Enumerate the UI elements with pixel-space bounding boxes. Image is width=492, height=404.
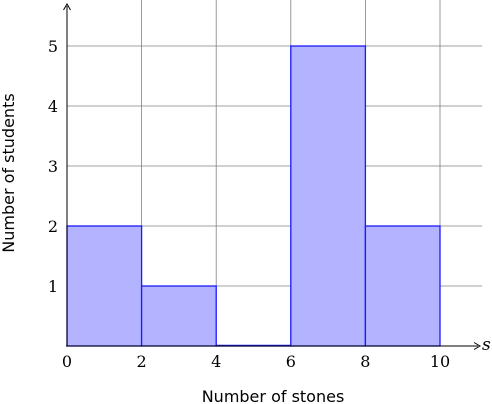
x-tick-label: 6 (286, 352, 296, 371)
y-tick-label: 1 (48, 277, 58, 296)
x-tick-label: 4 (211, 352, 221, 371)
y-axis-arrow-icon (63, 3, 71, 11)
y-tick-labels: 1 2 3 4 5 (48, 37, 58, 296)
y-tick-label: 4 (48, 97, 58, 116)
histogram-bar (290, 45, 367, 347)
x-axis-arrow-icon (473, 342, 481, 350)
histogram-bar (66, 225, 143, 347)
x-tick-label: 2 (137, 352, 147, 371)
x-axis-label: Number of stones (202, 387, 345, 404)
x-tick-label: 10 (430, 352, 450, 371)
axes (63, 3, 481, 350)
x-tick-label: 0 (62, 352, 72, 371)
histogram-bar (364, 225, 441, 347)
y-tick-label: 3 (48, 157, 58, 176)
bars (66, 45, 441, 347)
y-axis-label: Number of students (0, 93, 18, 252)
histogram-bar (140, 285, 217, 347)
y-tick-label: 2 (48, 217, 58, 236)
x-tick-label: 8 (360, 352, 370, 371)
x-variable-label: s (482, 335, 491, 355)
y-tick-label: 5 (48, 37, 58, 56)
x-tick-labels: 0 2 4 6 8 10 (62, 352, 450, 371)
